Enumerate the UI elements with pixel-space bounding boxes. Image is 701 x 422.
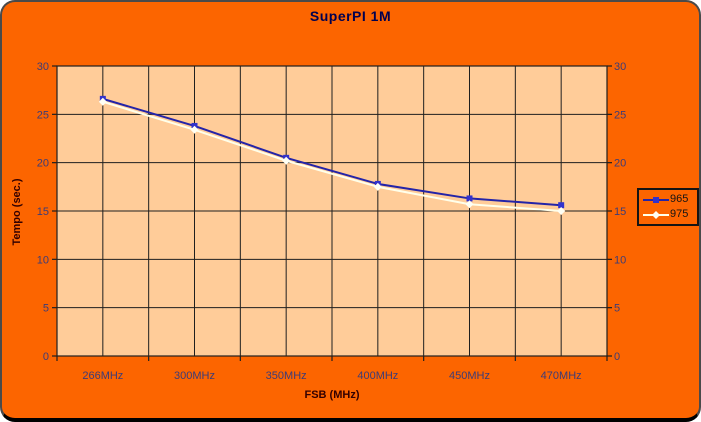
x-axis-tick-label: 350MHz	[266, 370, 307, 382]
x-axis-title: FSB (MHz)	[304, 389, 360, 401]
series-975-marker	[282, 156, 291, 165]
series-965-marker	[558, 202, 565, 209]
x-axis-tick-label: 300MHz	[174, 370, 215, 382]
series-975	[98, 97, 566, 215]
legend-label-965: 965	[670, 193, 689, 205]
series-965-marker	[466, 195, 473, 202]
series-975-marker	[98, 97, 107, 106]
y-axis-tick-label-left: 10	[37, 254, 49, 266]
series-975-marker	[465, 200, 474, 209]
legend: 965 975	[637, 188, 699, 226]
y-axis-tick-label-left: 15	[37, 206, 49, 218]
x-axis-tick-label: 470MHz	[541, 370, 582, 382]
legend-swatch-svg	[643, 210, 669, 219]
legend-label-975: 975	[670, 208, 689, 220]
y-axis-tick-label-left: 0	[43, 351, 49, 363]
legend-series-965-marker-icon	[643, 195, 669, 205]
y-axis-tick-label-right: 0	[614, 351, 620, 363]
x-axis-tick-label: 266MHz	[82, 370, 123, 382]
y-axis-tick-label-right: 15	[614, 206, 626, 218]
series-975-marker	[190, 125, 199, 134]
axis-ticks	[52, 65, 612, 361]
y-axis-tick-label-left: 25	[37, 109, 49, 121]
y-axis-tick-label-right: 30	[614, 61, 626, 73]
x-axis-tick-label: 450MHz	[449, 370, 490, 382]
legend-entry-975: 975	[643, 208, 694, 221]
y-axis-tick-label-right: 25	[614, 109, 626, 121]
legend-swatch-svg	[643, 196, 669, 203]
legend-series-975-marker-icon	[643, 210, 669, 220]
series-975-marker	[557, 207, 566, 215]
y-axis-tick-label-right: 10	[614, 254, 626, 266]
series-965-line	[102, 97, 562, 207]
y-axis-tick-label-left: 5	[43, 303, 49, 315]
series-975-line	[102, 100, 562, 212]
y-axis-tick-label-left: 30	[37, 61, 49, 73]
y-axis-tick-label-right: 5	[614, 303, 620, 315]
series-975-marker	[373, 182, 382, 191]
legend-entry-965: 965	[643, 193, 694, 206]
y-axis-tick-label-right: 20	[614, 158, 626, 170]
y-axis-tick-label-left: 20	[37, 158, 49, 170]
tick-labels: 0 0 5 5 10 10 15 15 20 20 25 25 30 30 266MHz 300MHz 350M…	[37, 61, 627, 382]
chart-title: SuperPI 1M	[309, 8, 392, 24]
x-axis-tick-label: 400MHz	[357, 370, 398, 382]
